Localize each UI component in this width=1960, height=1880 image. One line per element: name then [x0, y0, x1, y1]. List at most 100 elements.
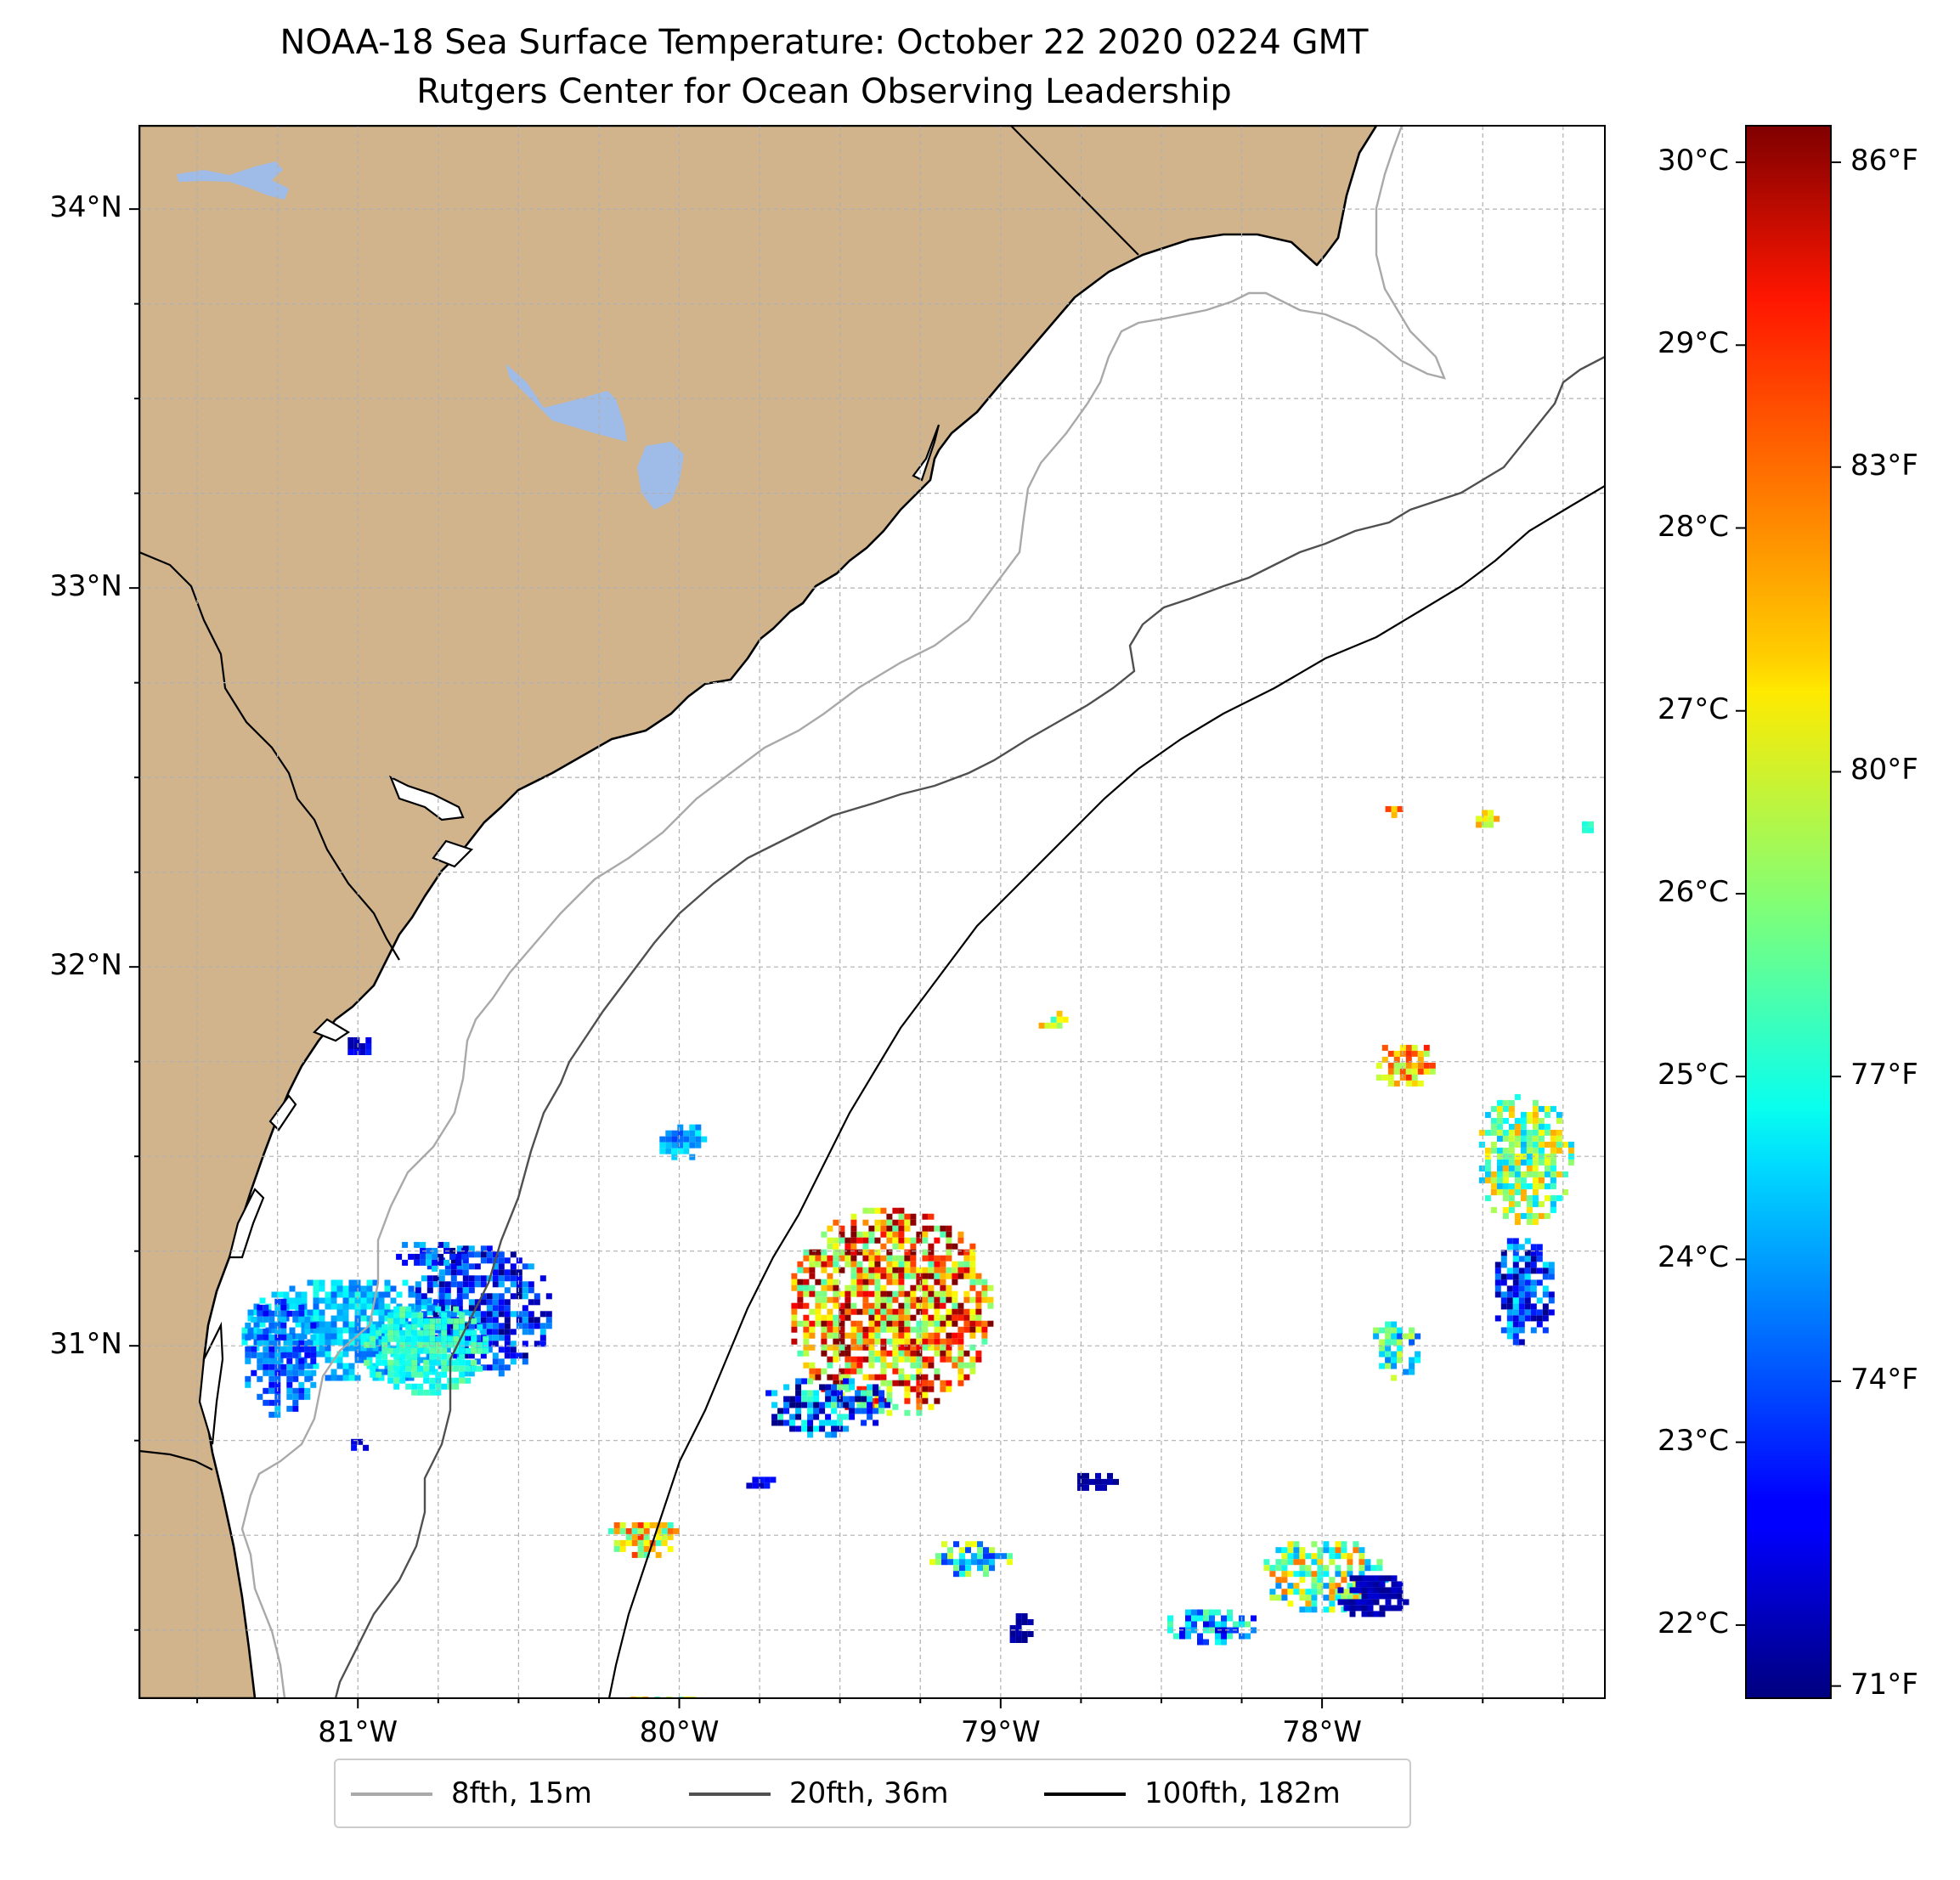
sst-pixel — [384, 1279, 391, 1286]
sst-pixel — [934, 1308, 940, 1315]
sst-pixel — [833, 1296, 839, 1303]
sst-pixel — [1512, 1279, 1519, 1286]
sst-pixel — [342, 1375, 349, 1381]
sst-pixel — [898, 1267, 905, 1273]
sst-pixel — [862, 1296, 869, 1303]
sst-pixel — [370, 1330, 376, 1336]
sst-pixel — [486, 1257, 493, 1264]
sst-pixel — [348, 1339, 355, 1346]
sst-pixel — [1502, 1129, 1509, 1136]
sst-pixel — [1411, 1068, 1418, 1075]
sst-pixel — [1518, 1297, 1525, 1304]
sst-pixel — [940, 1344, 946, 1351]
sst-pixel — [1508, 1099, 1515, 1106]
sst-pixel — [399, 1347, 406, 1354]
sst-pixel — [819, 1384, 826, 1391]
sst-pixel — [1015, 1631, 1022, 1637]
sst-pixel — [886, 1362, 893, 1369]
sst-pixel — [904, 1219, 911, 1226]
sst-pixel — [435, 1359, 442, 1366]
sst-pixel — [257, 1304, 263, 1311]
sst-pixel — [534, 1323, 540, 1330]
sst-pixel — [450, 1263, 457, 1270]
sst-pixel — [295, 1357, 302, 1363]
sst-pixel — [462, 1352, 469, 1359]
sst-pixel — [1391, 1327, 1398, 1334]
sst-pixel — [486, 1299, 493, 1306]
sst-pixel — [613, 1545, 620, 1552]
sst-pixel — [861, 1408, 867, 1414]
sst-pixel — [1520, 1188, 1527, 1195]
sst-pixel — [1191, 1627, 1197, 1634]
sst-pixel — [429, 1347, 436, 1354]
sst-pixel — [301, 1291, 308, 1298]
sst-pixel — [1391, 1593, 1398, 1600]
sst-pixel — [868, 1320, 875, 1327]
sst-pixel — [1405, 1056, 1412, 1063]
sst-pixel — [528, 1263, 534, 1270]
sst-pixel — [444, 1281, 451, 1288]
sst-pixel — [257, 1375, 263, 1382]
sst-pixel — [827, 1344, 833, 1351]
sst-pixel — [886, 1409, 893, 1416]
map-frame — [138, 125, 1606, 1699]
sst-pixel — [1373, 1575, 1380, 1582]
sst-pixel — [420, 1357, 426, 1363]
sst-pixel — [1556, 1147, 1562, 1154]
sst-pixel — [963, 1320, 970, 1327]
sst-pixel — [1532, 1135, 1539, 1142]
sst-pixel — [1556, 1194, 1562, 1201]
sst-pixel — [1385, 1599, 1392, 1606]
sst-pixel — [387, 1347, 394, 1354]
sst-pixel — [1538, 1183, 1545, 1189]
sst-pixel — [1496, 1129, 1503, 1136]
sst-pixel — [1299, 1606, 1306, 1613]
sst-pixel — [1514, 1177, 1521, 1183]
sst-pixel — [455, 1253, 462, 1260]
sst-pixel — [1518, 1273, 1525, 1280]
sst-pixel — [791, 1302, 798, 1309]
sst-pixel — [1381, 1044, 1388, 1051]
sst-pixel — [1530, 1256, 1537, 1262]
sst-pixel — [940, 1302, 946, 1309]
sst-pixel — [1550, 1159, 1556, 1166]
sst-pixel — [878, 1390, 885, 1397]
sst-pixel — [1536, 1321, 1543, 1328]
sst-pixel — [429, 1335, 436, 1342]
sst-pixel — [455, 1309, 462, 1316]
sst-pixel — [1311, 1606, 1318, 1613]
sst-pixel — [971, 1541, 977, 1548]
sst-pixel — [862, 1374, 869, 1380]
sst-pixel — [856, 1249, 863, 1256]
sst-pixel — [498, 1257, 505, 1264]
sst-pixel — [450, 1275, 457, 1282]
sst-pixel — [886, 1279, 893, 1285]
sst-pixel — [456, 1263, 463, 1270]
sst-pixel — [1512, 1297, 1519, 1304]
sst-pixel — [271, 1327, 278, 1334]
sst-pixel — [1502, 1147, 1509, 1154]
sst-pixel — [301, 1327, 308, 1334]
sst-pixel — [456, 1293, 463, 1300]
sst-pixel — [263, 1310, 269, 1317]
sst-pixel — [455, 1351, 462, 1358]
sst-pixel — [441, 1353, 448, 1360]
sst-pixel — [468, 1287, 475, 1294]
sst-pixel — [1484, 1165, 1491, 1171]
sst-pixel — [850, 1279, 857, 1285]
sst-pixel — [946, 1284, 952, 1291]
sst-pixel — [1391, 1605, 1398, 1612]
sst-pixel — [952, 1243, 958, 1250]
sst-pixel — [1500, 1297, 1507, 1304]
sst-pixel — [1381, 1056, 1388, 1063]
sst-pixel — [307, 1309, 313, 1316]
sst-pixel — [874, 1326, 881, 1333]
sst-pixel — [1526, 1153, 1533, 1160]
sst-pixel — [934, 1237, 940, 1244]
sst-pixel — [1399, 1062, 1406, 1069]
sst-pixel — [977, 1541, 983, 1548]
sst-pixel — [1538, 1129, 1545, 1136]
sst-pixel — [874, 1308, 881, 1315]
sst-pixel — [1502, 1183, 1509, 1189]
sst-pixel — [850, 1290, 857, 1297]
